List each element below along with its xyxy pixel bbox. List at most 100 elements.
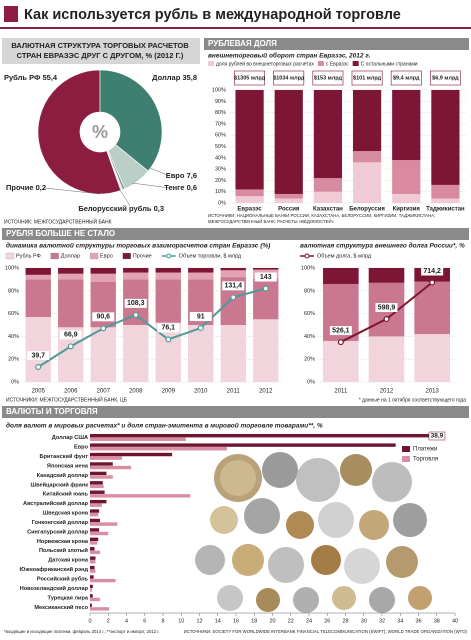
bar-segment bbox=[58, 268, 84, 274]
slice-name: Белорусский рубль bbox=[78, 204, 152, 213]
bar-segment bbox=[188, 325, 214, 382]
section-band bbox=[2, 406, 469, 418]
bar bbox=[90, 547, 95, 551]
category-label: Евро bbox=[74, 445, 89, 451]
y-tick-label: 80% bbox=[8, 288, 19, 294]
bar bbox=[90, 560, 96, 564]
bar-segment bbox=[392, 90, 421, 161]
center-label: % bbox=[92, 122, 108, 142]
slice-value: 55,4 bbox=[42, 73, 57, 82]
bar bbox=[90, 475, 113, 479]
bar-segment bbox=[368, 336, 405, 382]
value-box bbox=[421, 266, 444, 276]
bar bbox=[90, 465, 132, 470]
section-band bbox=[2, 38, 200, 64]
bar-segment bbox=[25, 279, 51, 318]
bar bbox=[90, 550, 101, 555]
section-title: РУБЛЯ БОЛЬШЕ НЕ СТАЛО bbox=[6, 229, 115, 238]
y-tick-label: 10% bbox=[215, 189, 226, 195]
y-tick-label: 20% bbox=[215, 178, 226, 184]
pie-slice bbox=[37, 69, 122, 195]
line-point bbox=[67, 343, 74, 350]
value-box bbox=[329, 326, 352, 336]
x-tick-label: 32 bbox=[379, 618, 385, 624]
slice-label: Тенге 0,6 bbox=[164, 183, 197, 192]
value-box bbox=[254, 272, 277, 282]
x-tick-label: 2011 bbox=[227, 389, 241, 395]
bar-segment bbox=[313, 178, 343, 192]
leader-line bbox=[131, 182, 171, 189]
y-tick-label: 80% bbox=[304, 288, 315, 294]
line-point bbox=[429, 279, 436, 286]
bar bbox=[90, 494, 191, 498]
line-point bbox=[383, 316, 390, 323]
footnote: *входящие и исходящие платежи, февраль 2… bbox=[4, 629, 160, 634]
chart-title: валютная структура внешнего долга России… bbox=[300, 242, 465, 250]
category-label: Российский рубль bbox=[37, 576, 89, 583]
x-tick-label: 30 bbox=[361, 618, 367, 624]
source: ИСТОЧНИКИ: МЕЖГОСУДАРСТВЕННЫЙ БАНК, ЦБ bbox=[6, 395, 128, 403]
total-label: $1034 млрд bbox=[273, 75, 305, 81]
bar bbox=[90, 452, 173, 457]
pie-slice bbox=[99, 69, 163, 172]
category-label: Китайский юань bbox=[43, 491, 89, 498]
y-tick-label: 60% bbox=[304, 311, 315, 317]
value-label: 598,9 bbox=[378, 304, 396, 311]
bar bbox=[90, 462, 113, 466]
legend-label: Евро bbox=[100, 253, 113, 259]
bar-segment bbox=[323, 340, 359, 382]
section-title: ВАЛЮТЫ И ТОРГОВЛЯ bbox=[6, 407, 98, 416]
value-label: 108,3 bbox=[127, 300, 145, 307]
bar-segment bbox=[58, 273, 84, 280]
x-tick-label: 26 bbox=[324, 618, 330, 624]
value-label: 131,4 bbox=[224, 283, 242, 290]
y-tick-label: 100% bbox=[5, 265, 19, 271]
y-tick-label: 100% bbox=[301, 265, 315, 271]
legend-label: Объем долга, $ млрд bbox=[317, 253, 372, 259]
bar bbox=[90, 490, 105, 494]
bar-segment bbox=[274, 198, 303, 203]
bar-segment bbox=[155, 272, 181, 280]
x-tick-label: Казахстан bbox=[313, 207, 343, 213]
category-label: Датская крона bbox=[48, 558, 89, 564]
x-tick-label: 2 bbox=[107, 618, 110, 624]
bar bbox=[90, 447, 227, 451]
bar-segment bbox=[274, 193, 303, 199]
value-label: 90,6 bbox=[96, 314, 110, 321]
bar-segment bbox=[25, 274, 51, 280]
x-tick-label: 18 bbox=[251, 618, 257, 624]
bar bbox=[90, 556, 96, 560]
y-tick-label: 0% bbox=[307, 379, 315, 385]
y-tick-label: 30% bbox=[215, 167, 226, 173]
bar-segment bbox=[25, 268, 51, 275]
bar-segment bbox=[123, 268, 149, 273]
slice-value: 0,6 bbox=[187, 183, 197, 192]
slice-label: Белорусский рубль 0,3 bbox=[78, 204, 164, 213]
bar bbox=[90, 578, 116, 583]
bar-segment bbox=[220, 268, 246, 271]
bar bbox=[90, 588, 92, 592]
value-label: 91 bbox=[197, 313, 205, 320]
bar bbox=[90, 569, 96, 573]
slice-label: Прочие 0,2 bbox=[6, 183, 46, 192]
bar-segment bbox=[235, 90, 264, 190]
bar bbox=[90, 607, 110, 611]
source: МЕЖГОСУДАРСТВЕННЫЙ БАНК; РАСЧЕТЫ «ВЕДОМО… bbox=[208, 219, 335, 224]
x-tick-label: 2008 bbox=[129, 389, 143, 395]
y-tick-label: 70% bbox=[215, 121, 226, 127]
y-tick-label: 80% bbox=[215, 110, 226, 116]
legend-swatch bbox=[5, 252, 15, 260]
value-label: 76,1 bbox=[161, 325, 175, 332]
bar bbox=[90, 522, 118, 526]
bar-segment bbox=[274, 90, 303, 194]
bar bbox=[90, 518, 101, 523]
bar-segment bbox=[392, 193, 421, 203]
source: ИСТОЧНИКИ: НАЦИОНАЛЬНЫЕ БАНКИ РОССИИ, КА… bbox=[208, 213, 435, 218]
category-label: Японская иена bbox=[47, 463, 89, 469]
bar-segment bbox=[323, 268, 359, 284]
total-box bbox=[390, 70, 422, 86]
slice-name: Прочие bbox=[6, 183, 34, 192]
total-label: $153 млрд bbox=[314, 75, 343, 81]
total-box bbox=[430, 70, 461, 86]
y-tick-label: 20% bbox=[304, 357, 315, 363]
